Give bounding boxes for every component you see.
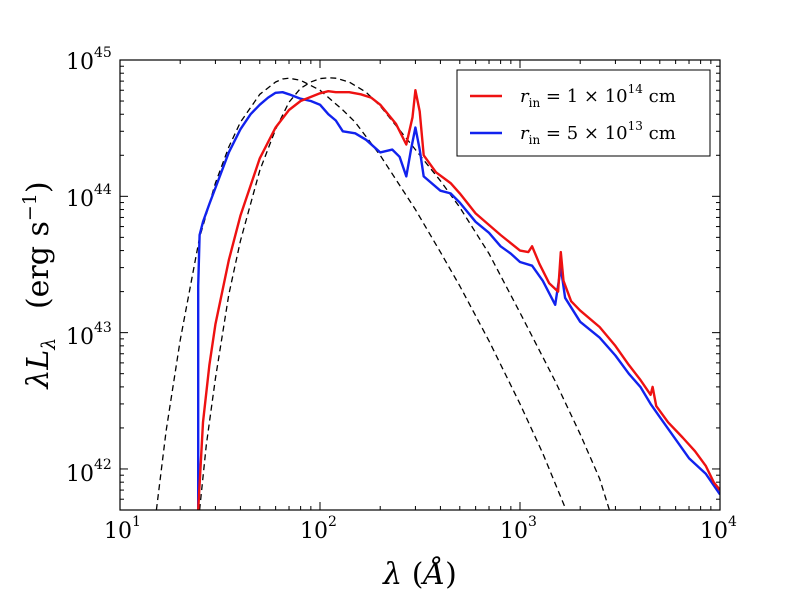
legend-label-red: rin = 1 × 1014 cm	[520, 82, 676, 110]
x-axis-label: λ (Å)	[382, 556, 457, 592]
legend-box	[456, 69, 711, 157]
y-tick-labels: 1042 1043 1044 1045	[66, 45, 112, 487]
series-line-red	[197, 89, 720, 510]
x-tick-label: 103	[500, 514, 537, 544]
y-tick-label: 1045	[66, 45, 112, 75]
y-tick-label: 1043	[66, 320, 112, 350]
x-tick-label: 101	[104, 514, 141, 544]
x-tick-label: 102	[300, 514, 337, 544]
x-tick-labels: 101 102 103 104	[104, 514, 737, 544]
y-tick-label: 1044	[66, 182, 112, 212]
plot-frame	[119, 59, 721, 511]
series-line-blue	[197, 91, 720, 510]
legend-label-blue: rin = 5 × 1013 cm	[520, 119, 676, 147]
series-lines	[155, 77, 720, 510]
series-line-dashed-1	[198, 77, 611, 510]
x-tick-label: 104	[700, 514, 737, 544]
y-axis-label: λLλ (erg s−1)	[19, 181, 60, 389]
legend: rin = 1 × 1014 cm rin = 5 × 1013 cm	[456, 69, 711, 157]
y-tick-label: 1042	[66, 457, 112, 487]
